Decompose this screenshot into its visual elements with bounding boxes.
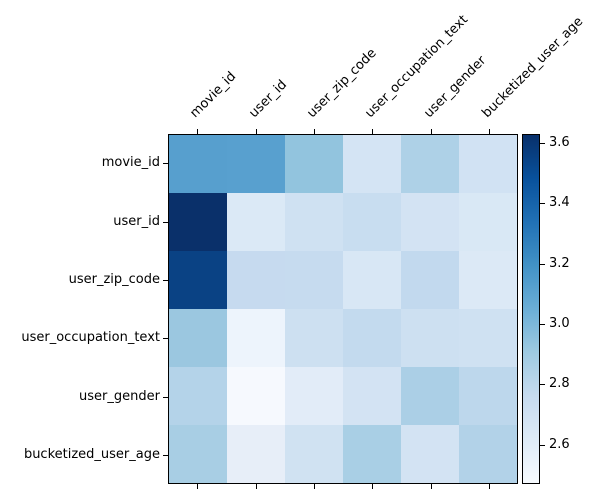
heatmap-cell bbox=[169, 135, 227, 193]
x-tick-label: bucketized_user_age bbox=[479, 14, 587, 121]
x-tick-top bbox=[313, 129, 315, 134]
heatmap-cell bbox=[459, 193, 517, 251]
x-tick-bottom bbox=[430, 484, 432, 489]
x-tick-label: movie_id bbox=[187, 69, 240, 121]
colorbar-tick bbox=[540, 143, 545, 145]
x-tick-bottom bbox=[372, 484, 374, 489]
y-tick-left bbox=[163, 221, 168, 223]
x-tick-top bbox=[488, 129, 490, 134]
x-tick-bottom bbox=[488, 484, 490, 489]
heatmap-cell bbox=[459, 251, 517, 309]
heatmap-cell bbox=[169, 425, 227, 483]
y-tick-label: movie_id bbox=[101, 155, 160, 171]
x-tick-top bbox=[372, 129, 374, 134]
colorbar-tick bbox=[540, 263, 545, 265]
heatmap-cell bbox=[227, 193, 285, 251]
y-tick-left bbox=[163, 338, 168, 340]
heatmap-cell bbox=[169, 367, 227, 425]
y-tick-label: user_id bbox=[113, 213, 160, 229]
heatmap-cell bbox=[459, 309, 517, 367]
y-tick-left bbox=[163, 279, 168, 281]
heatmap-cell bbox=[169, 193, 227, 251]
colorbar-tick-label: 2.6 bbox=[549, 436, 570, 452]
heatmap-cell bbox=[343, 251, 401, 309]
heatmap-cell bbox=[401, 193, 459, 251]
y-tick-label: user_gender bbox=[79, 388, 160, 404]
y-tick-label: user_zip_code bbox=[68, 271, 160, 287]
x-tick-bottom bbox=[255, 484, 257, 489]
x-tick-bottom bbox=[313, 484, 315, 489]
colorbar-tick bbox=[540, 203, 545, 205]
x-tick-top bbox=[430, 129, 432, 134]
colorbar-tick bbox=[540, 384, 545, 386]
heatmap-cell bbox=[285, 425, 343, 483]
y-tick-left bbox=[163, 454, 168, 456]
y-tick-label: user_occupation_text bbox=[21, 330, 160, 346]
heatmap-grid bbox=[169, 135, 517, 483]
x-tick-label: user_id bbox=[245, 77, 290, 121]
heatmap-axes bbox=[168, 134, 518, 484]
heatmap-cell bbox=[227, 309, 285, 367]
heatmap-cell bbox=[285, 193, 343, 251]
colorbar-tick-label: 3.0 bbox=[549, 316, 570, 332]
heatmap-cell bbox=[285, 135, 343, 193]
y-tick-left bbox=[163, 396, 168, 398]
heatmap-cell bbox=[401, 309, 459, 367]
x-tick-top bbox=[255, 129, 257, 134]
heatmap-cell bbox=[285, 367, 343, 425]
colorbar bbox=[522, 134, 540, 484]
x-tick-bottom bbox=[197, 484, 199, 489]
heatmap-cell bbox=[285, 309, 343, 367]
heatmap-cell bbox=[343, 425, 401, 483]
heatmap-cell bbox=[459, 425, 517, 483]
colorbar-tick bbox=[540, 444, 545, 446]
heatmap-cell bbox=[459, 367, 517, 425]
colorbar-tick-label: 2.8 bbox=[549, 376, 570, 392]
colorbar-tick-label: 3.2 bbox=[549, 255, 570, 271]
heatmap-cell bbox=[343, 193, 401, 251]
heatmap-cell bbox=[401, 135, 459, 193]
heatmap-cell bbox=[401, 367, 459, 425]
heatmap-cell bbox=[227, 135, 285, 193]
heatmap-cell bbox=[401, 251, 459, 309]
heatmap-cell bbox=[401, 425, 459, 483]
colorbar-tick-label: 3.6 bbox=[549, 135, 570, 151]
x-tick-label: user_occupation_text bbox=[362, 12, 472, 121]
heatmap-cell bbox=[227, 425, 285, 483]
x-tick-label: user_gender bbox=[420, 53, 489, 121]
heatmap-cell bbox=[227, 251, 285, 309]
heatmap-cell bbox=[459, 135, 517, 193]
heatmap-cell bbox=[227, 367, 285, 425]
heatmap-cell bbox=[285, 251, 343, 309]
heatmap-cell bbox=[343, 135, 401, 193]
colorbar-tick-label: 3.4 bbox=[549, 195, 570, 211]
heatmap-cell bbox=[169, 309, 227, 367]
x-tick-top bbox=[197, 129, 199, 134]
heatmap-cell bbox=[343, 309, 401, 367]
heatmap-cell bbox=[343, 367, 401, 425]
colorbar-tick bbox=[540, 324, 545, 326]
y-tick-label: bucketized_user_age bbox=[23, 446, 160, 462]
heatmap-cell bbox=[169, 251, 227, 309]
y-tick-left bbox=[163, 163, 168, 165]
